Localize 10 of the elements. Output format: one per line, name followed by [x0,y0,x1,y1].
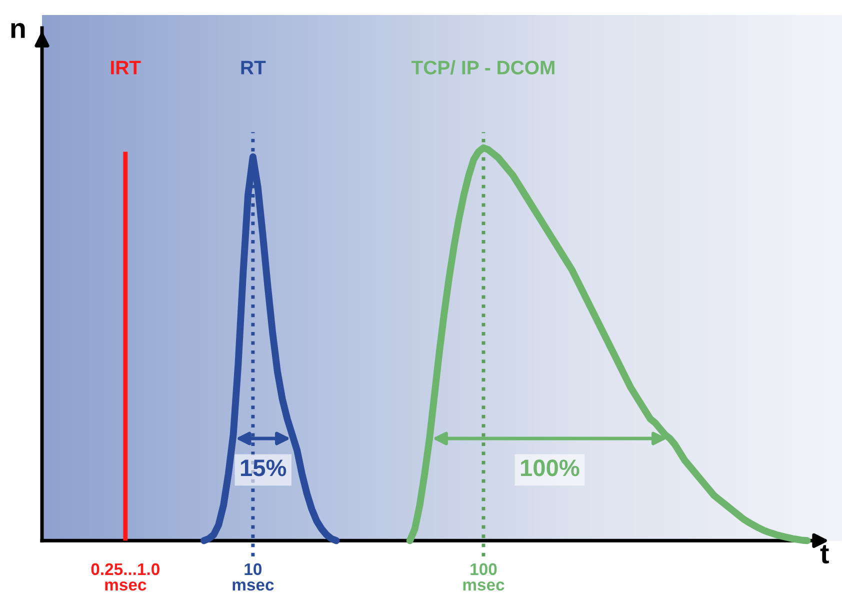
annotation: 100% [521,460,580,476]
annotation: 15% [240,460,286,476]
text: TCP/ IP - DCOM [412,60,554,75]
x-tick-label: 10 msec [232,563,274,591]
y-axis-title: n [11,22,25,38]
x-axis-title: t [820,545,829,564]
x-tick-label: 0.25...1.0 msec [91,563,160,591]
text: IRT [111,60,141,74]
x-tick-label: 100 msec [463,563,504,591]
text: RT [241,60,266,74]
